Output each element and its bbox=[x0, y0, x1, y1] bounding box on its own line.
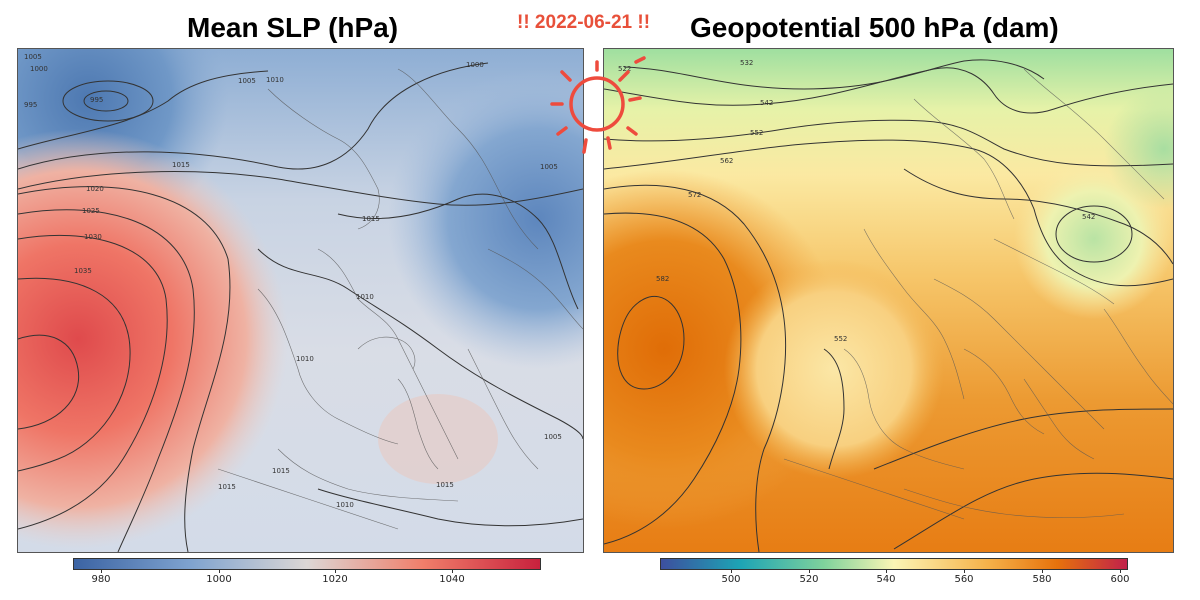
isobar-label: 1000 bbox=[30, 65, 48, 73]
isobar-label: 1010 bbox=[356, 293, 374, 301]
geo-tick-label: 500 bbox=[721, 574, 741, 585]
contour-label: 552 bbox=[834, 335, 847, 343]
sun-icon bbox=[550, 56, 646, 154]
coastlines bbox=[783, 68, 1173, 520]
isobar-label: 1005 bbox=[544, 433, 562, 441]
slp-tick-mark bbox=[452, 569, 453, 573]
slp-tick-mark bbox=[335, 569, 336, 573]
isobar-label: 1010 bbox=[336, 501, 354, 509]
geo-tick-label: 580 bbox=[1032, 574, 1052, 585]
geo-tick-label: 560 bbox=[954, 574, 974, 585]
geo-tick-mark bbox=[964, 569, 965, 573]
geo-tick-mark bbox=[1120, 569, 1121, 573]
isobar-label: 1015 bbox=[172, 161, 190, 169]
geopotential-map: 522 532 542 552 562 572 582 542 552 bbox=[604, 49, 1173, 552]
contour-label: 572 bbox=[688, 191, 701, 199]
isobar-label: 1010 bbox=[266, 76, 284, 84]
isobar-labels: 1005 1000 995 995 1005 1010 1000 1015 10… bbox=[24, 53, 562, 509]
isobar-label: 1005 bbox=[24, 53, 42, 61]
isobar-label: 1025 bbox=[82, 207, 100, 215]
contour-label: 542 bbox=[760, 99, 773, 107]
height-contours bbox=[604, 59, 1173, 552]
contour-label: 562 bbox=[720, 157, 733, 165]
geo-tick-mark bbox=[886, 569, 887, 573]
slp-title: Mean SLP (hPa) bbox=[187, 12, 399, 43]
slp-tick-label: 1020 bbox=[322, 574, 348, 585]
isobar-label: 1015 bbox=[436, 481, 454, 489]
slp-tick-mark bbox=[219, 569, 220, 573]
slp-map: 1005 1000 995 995 1005 1010 1000 1015 10… bbox=[18, 49, 583, 552]
slp-tick-label: 980 bbox=[91, 574, 111, 585]
coastlines bbox=[217, 68, 583, 530]
isobar-label: 1010 bbox=[296, 355, 314, 363]
isobar-lines bbox=[18, 62, 583, 552]
isobar-label: 1005 bbox=[238, 77, 256, 85]
isobar-label: 1015 bbox=[218, 483, 236, 491]
isobar-label: 995 bbox=[90, 96, 103, 104]
isobar-label: 1015 bbox=[272, 467, 290, 475]
date-label: !! 2022-06-21 !! bbox=[517, 12, 651, 33]
isobar-label: 1000 bbox=[466, 61, 484, 69]
geopotential-map-panel: 522 532 542 552 562 572 582 542 552 bbox=[603, 48, 1174, 553]
isobar-label: 1030 bbox=[84, 233, 102, 241]
geo-tick-mark bbox=[1042, 569, 1043, 573]
slp-map-panel: 1005 1000 995 995 1005 1010 1000 1015 10… bbox=[17, 48, 584, 553]
slp-tick-label: 1040 bbox=[439, 574, 465, 585]
isobar-label: 1035 bbox=[74, 267, 92, 275]
geopotential-title: Geopotential 500 hPa (dam) bbox=[690, 12, 1059, 43]
contour-label: 532 bbox=[740, 59, 753, 67]
isobar-label: 1015 bbox=[362, 215, 380, 223]
contour-labels: 522 532 542 552 562 572 582 542 552 bbox=[618, 59, 1095, 343]
slp-tick-mark bbox=[101, 569, 102, 573]
isobar-label: 1005 bbox=[540, 163, 558, 171]
geo-tick-mark bbox=[809, 569, 810, 573]
geopotential-colorbar bbox=[660, 558, 1128, 570]
isobar-label: 1020 bbox=[86, 185, 104, 193]
contour-label: 522 bbox=[618, 65, 631, 73]
slp-tick-label: 1000 bbox=[206, 574, 232, 585]
slp-colorbar bbox=[73, 558, 541, 570]
geo-tick-mark bbox=[731, 569, 732, 573]
contour-label: 552 bbox=[750, 129, 763, 137]
isobar-label: 995 bbox=[24, 101, 37, 109]
contour-label: 542 bbox=[1082, 213, 1095, 221]
geo-tick-label: 600 bbox=[1110, 574, 1130, 585]
contour-label: 582 bbox=[656, 275, 669, 283]
geo-tick-label: 520 bbox=[799, 574, 819, 585]
geo-tick-label: 540 bbox=[876, 574, 896, 585]
